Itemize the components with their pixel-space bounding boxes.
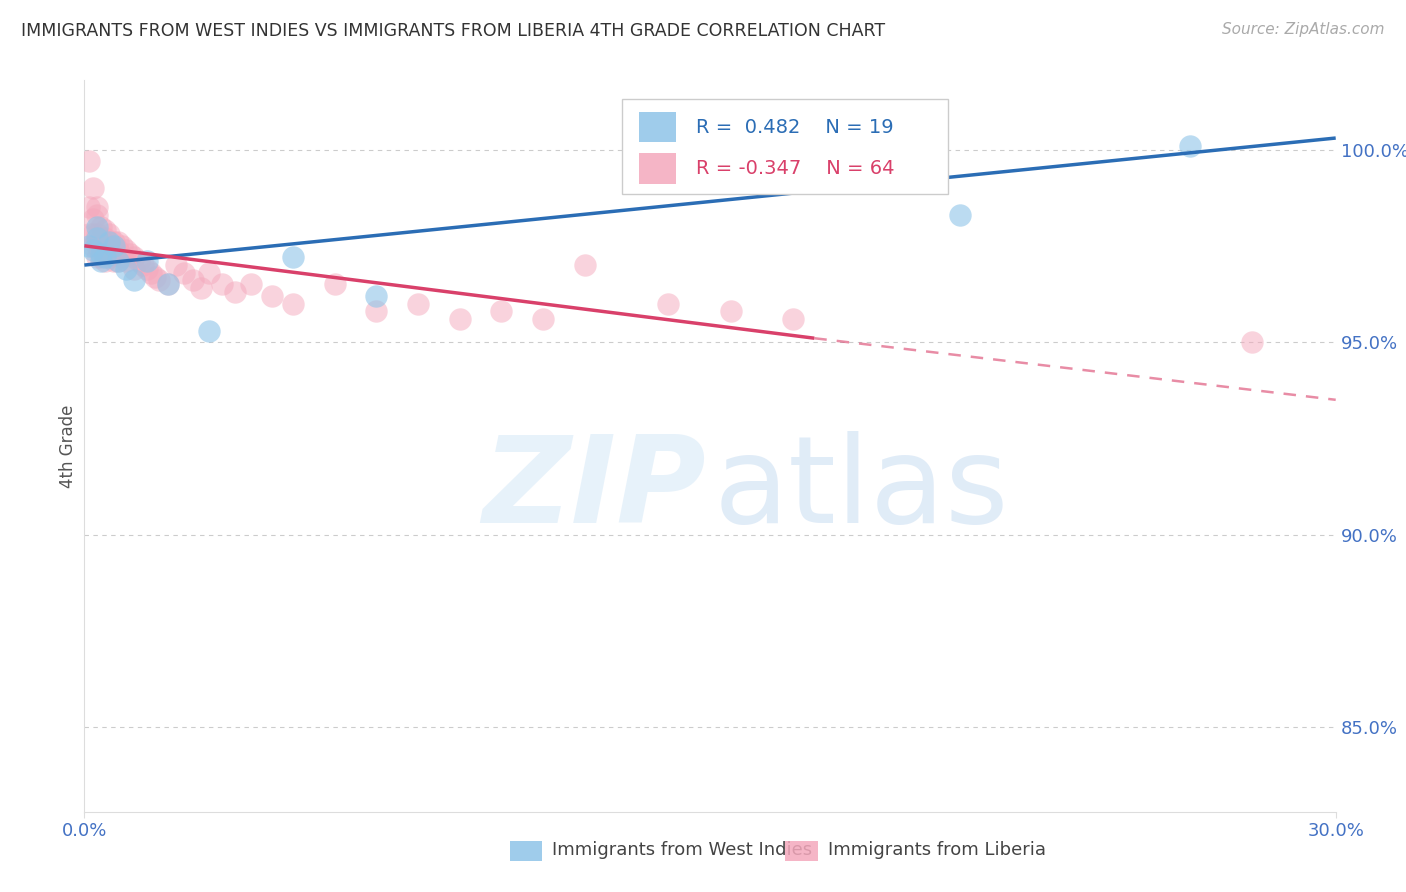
Point (224, 285, 246, 299)
Point (366, 304, 388, 318)
Text: Immigrants from Liberia: Immigrants from Liberia (828, 841, 1046, 860)
Point (115, 243, 138, 257)
Point (128, 254, 150, 268)
Point (90, 251, 112, 265)
Point (107, 254, 129, 268)
Point (86, 227, 108, 242)
Text: Source: ZipAtlas.com: Source: ZipAtlas.com (1222, 22, 1385, 37)
Text: R =  0.482    N = 19: R = 0.482 N = 19 (696, 118, 894, 136)
Point (198, 324, 221, 338)
Text: IMMIGRANTS FROM WEST INDIES VS IMMIGRANTS FROM LIBERIA 4TH GRADE CORRELATION CHA: IMMIGRANTS FROM WEST INDIES VS IMMIGRANT… (21, 22, 886, 40)
Y-axis label: 4th Grade: 4th Grade (59, 404, 77, 488)
Point (86, 200, 108, 214)
Point (77, 200, 100, 214)
Text: atlas: atlas (714, 432, 1010, 549)
Point (94, 254, 117, 268)
Point (165, 258, 187, 272)
Point (86, 208, 108, 222)
Point (262, 289, 284, 303)
Point (77, 154, 100, 169)
Point (366, 289, 388, 303)
Point (90, 243, 112, 257)
Point (103, 243, 125, 257)
Point (94, 243, 117, 257)
Bar (638, 153, 676, 184)
Point (173, 266, 195, 280)
Point (949, 208, 972, 222)
Point (82, 181, 104, 195)
Point (82, 227, 104, 242)
Point (90, 219, 112, 234)
Point (120, 246, 142, 260)
Point (111, 251, 134, 265)
Point (90, 231, 112, 245)
Point (156, 277, 179, 292)
Point (124, 251, 146, 265)
Bar (638, 112, 676, 143)
Point (782, 312, 804, 326)
Bar (785, 841, 818, 862)
Point (449, 312, 471, 326)
Point (406, 296, 429, 310)
Point (491, 304, 513, 318)
Point (148, 273, 170, 287)
Point (94, 223, 117, 237)
Point (98, 251, 121, 265)
Point (107, 243, 129, 257)
Point (136, 254, 159, 268)
Point (103, 239, 125, 253)
Point (98, 235, 121, 249)
Text: ZIP: ZIP (482, 432, 706, 549)
Point (115, 261, 138, 276)
Point (77, 239, 100, 253)
Point (86, 251, 108, 265)
Point (132, 258, 155, 272)
Point (77, 227, 100, 242)
Point (86, 231, 108, 245)
Point (139, 266, 162, 280)
Point (1241, 334, 1264, 349)
Point (98, 227, 121, 242)
Point (211, 277, 233, 292)
Point (90, 246, 112, 260)
Point (136, 261, 159, 276)
Point (190, 281, 212, 295)
Point (82, 243, 104, 257)
Point (98, 239, 121, 253)
Point (124, 273, 146, 287)
Point (90, 254, 112, 268)
Point (86, 239, 108, 253)
Point (115, 254, 138, 268)
Point (574, 258, 596, 272)
Point (1178, 138, 1201, 153)
Point (531, 312, 554, 326)
Point (103, 254, 125, 268)
Point (323, 277, 346, 292)
Bar (510, 841, 543, 862)
Point (103, 235, 125, 249)
Point (107, 235, 129, 249)
Point (156, 277, 179, 292)
FancyBboxPatch shape (623, 99, 948, 194)
Point (143, 269, 166, 284)
Point (281, 296, 304, 310)
Text: R = -0.347    N = 64: R = -0.347 N = 64 (696, 160, 894, 178)
Point (281, 251, 304, 265)
Point (181, 273, 204, 287)
Point (82, 239, 104, 253)
Point (240, 277, 263, 292)
Point (82, 211, 104, 226)
Point (94, 231, 117, 245)
Point (111, 239, 134, 253)
Point (720, 304, 742, 318)
Point (86, 219, 108, 234)
Point (198, 266, 221, 280)
Text: Immigrants from West Indies: Immigrants from West Indies (553, 841, 813, 860)
Point (94, 251, 117, 265)
Point (657, 296, 679, 310)
Point (124, 261, 146, 276)
Point (107, 254, 129, 268)
